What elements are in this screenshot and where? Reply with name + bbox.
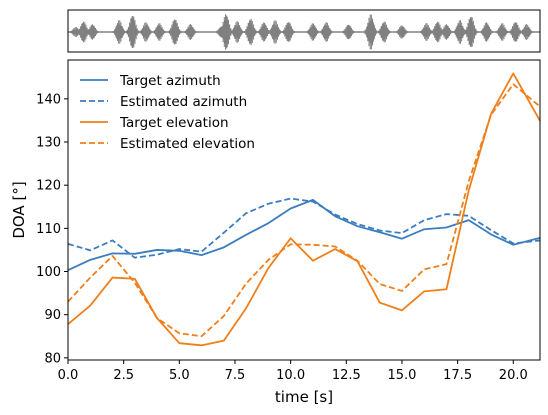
y-tick-label: 140: [36, 92, 61, 107]
waveform-burst: [150, 23, 169, 41]
y-ticks: 80 90 100 110 120 130 140: [36, 92, 68, 366]
x-tick-label: 7.5: [225, 368, 246, 383]
waveform-burst: [339, 24, 358, 40]
x-tick-label: 12.5: [332, 368, 361, 383]
x-tick-label: 20.0: [499, 368, 528, 383]
y-tick-label: 120: [36, 179, 61, 194]
x-ticks: 0.0 2.5 5.0 7.5 10.0 12.5 15.0 17.5 20.0: [58, 360, 528, 383]
legend-label: Target azimuth: [119, 73, 221, 89]
waveform-burst: [462, 16, 480, 48]
x-tick-label: 15.0: [387, 368, 416, 383]
waveform-frame: [67, 9, 541, 53]
waveform-burst: [477, 22, 496, 42]
waveform-panel: [66, 9, 541, 53]
y-axis-label: DOA [°]: [10, 181, 28, 238]
x-axis-label: time [s]: [275, 388, 333, 406]
waveform-burst: [517, 24, 536, 40]
waveform-burst: [165, 19, 184, 45]
waveform-burst: [375, 21, 394, 43]
legend: Target azimuth Estimated azimuth Target el…: [80, 73, 255, 152]
x-tick-label: 2.5: [113, 368, 134, 383]
y-tick-label: 90: [44, 308, 61, 323]
legend-label: Estimated elevation: [120, 136, 255, 152]
waveform-burst: [393, 25, 411, 39]
series-line-target-azimuth: [67, 198, 541, 272]
series-line-estimated-elevation: [67, 83, 541, 338]
series-layer: [67, 72, 541, 347]
plot-frame: [67, 59, 541, 361]
x-tick-label: 5.0: [169, 368, 190, 383]
y-tick-label: 80: [44, 351, 61, 366]
waveform-burst: [83, 24, 102, 40]
x-tick-label: 17.5: [443, 368, 472, 383]
y-tick-label: 130: [36, 136, 61, 151]
y-tick-label: 110: [36, 222, 61, 237]
legend-label: Estimated azimuth: [120, 94, 247, 110]
waveform-burst: [181, 24, 200, 40]
y-tick-label: 100: [36, 265, 61, 280]
waveform-bursts: [66, 14, 536, 50]
doa-plot-panel: 80 90 100 110 120 130 140 0.0 2.5 5.0 7.5 10.0 12.5…: [10, 59, 541, 406]
waveform-burst: [317, 22, 336, 42]
series-line-estimated-azimuth: [67, 197, 541, 259]
legend-label: Target elevation: [119, 115, 229, 131]
x-tick-label: 10.0: [276, 368, 305, 383]
series-line-target-elevation: [67, 72, 541, 347]
waveform-burst: [279, 22, 298, 42]
x-tick-label: 0.0: [58, 368, 79, 383]
